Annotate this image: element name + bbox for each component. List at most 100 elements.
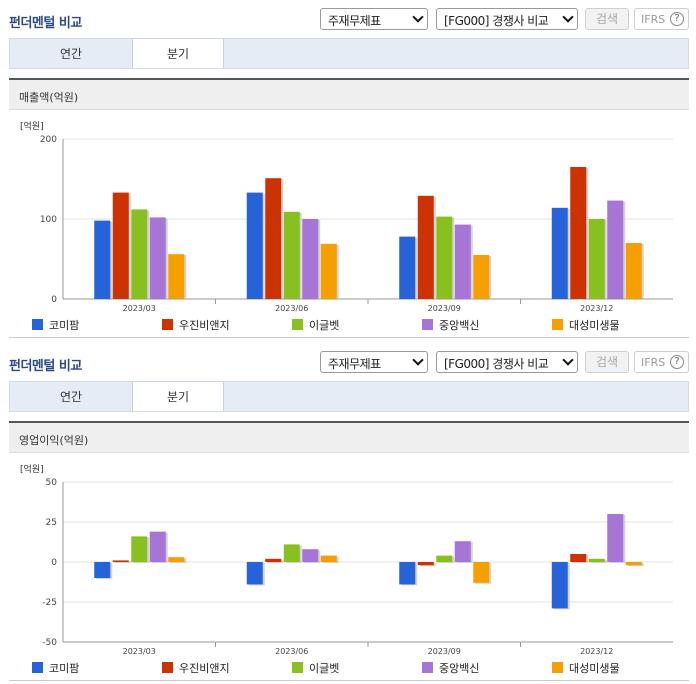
y-tick-label: 25 bbox=[46, 518, 57, 528]
bar bbox=[246, 192, 263, 299]
bar bbox=[417, 195, 434, 299]
bar bbox=[283, 211, 300, 299]
chevron-down-icon bbox=[562, 11, 574, 23]
panel-title: 펀더멘털 비교 bbox=[9, 359, 82, 374]
compare-select-value: [FG000] 경쟁사 비교 bbox=[444, 14, 549, 28]
unit-label: [억원] bbox=[20, 463, 44, 475]
x-tick-label: 2023/06 bbox=[275, 647, 308, 656]
bar bbox=[399, 562, 416, 585]
statement-select-value: 주재무제표 bbox=[328, 14, 381, 28]
legend-label: 코미팜 bbox=[49, 319, 79, 332]
bar bbox=[399, 236, 416, 299]
compare-select-value: [FG000] 경쟁사 비교 bbox=[444, 357, 549, 371]
bar bbox=[149, 531, 166, 562]
legend-label: 우진비앤지 bbox=[179, 319, 230, 332]
panel-title: 펀더멘털 비교 bbox=[9, 16, 82, 31]
bar bbox=[112, 192, 129, 299]
bar bbox=[265, 558, 282, 562]
x-tick-label: 2023/09 bbox=[428, 304, 461, 313]
panel-header: 펀더멘털 비교 주재무제표 [FG000] 경쟁사 비교 검색 IFRS ? bbox=[0, 343, 696, 379]
chart-header: 매출액(억원) bbox=[9, 80, 689, 110]
bar bbox=[436, 555, 453, 562]
ifrs-label: IFRS bbox=[641, 13, 666, 26]
legend-swatch bbox=[292, 319, 303, 330]
x-tick-label: 2023/12 bbox=[580, 647, 613, 656]
x-tick-label: 2023/03 bbox=[123, 304, 156, 313]
x-tick-label: 2023/06 bbox=[275, 304, 308, 313]
bar bbox=[570, 554, 587, 562]
legend-label: 대성미생물 bbox=[569, 662, 620, 675]
legend-label: 우진비앤지 bbox=[179, 662, 230, 675]
operating-profit-chart: [억원] -50 -25 0 25 50 2023/03 2023/06 2023/09 2023… bbox=[20, 463, 673, 675]
bar bbox=[588, 558, 605, 562]
legend-swatch bbox=[422, 662, 433, 673]
ifrs-label: IFRS bbox=[641, 356, 666, 369]
statement-select[interactable]: 주재무제표 bbox=[320, 351, 428, 373]
legend-label: 코미팜 bbox=[49, 662, 79, 675]
y-tick-label: 50 bbox=[46, 478, 58, 488]
ifrs-button[interactable]: IFRS ? bbox=[634, 351, 689, 373]
bar bbox=[149, 217, 166, 299]
legend-swatch bbox=[552, 319, 563, 330]
bar bbox=[417, 562, 434, 566]
tab-quarterly[interactable]: 분기 bbox=[132, 381, 224, 411]
bar bbox=[570, 167, 587, 299]
chevron-down-icon bbox=[562, 354, 574, 366]
legend-label: 이글벳 bbox=[309, 319, 339, 332]
compare-select[interactable]: [FG000] 경쟁사 비교 bbox=[436, 8, 578, 30]
legend-swatch bbox=[32, 319, 43, 330]
tab-annual[interactable]: 연간 bbox=[59, 47, 83, 61]
help-icon: ? bbox=[670, 355, 684, 369]
bar bbox=[436, 216, 453, 299]
tab-quarterly[interactable]: 분기 bbox=[132, 38, 224, 68]
statement-select[interactable]: 주재무제표 bbox=[320, 8, 428, 30]
period-tabs: 연간 분기 bbox=[9, 381, 689, 412]
y-tick-label: -25 bbox=[42, 598, 57, 608]
tab-annual[interactable]: 연간 bbox=[59, 390, 83, 404]
y-tick-label: 0 bbox=[51, 295, 57, 305]
bar bbox=[607, 200, 624, 299]
bar bbox=[454, 224, 471, 299]
chart-container: 매출액(억원) [억원] 0 100 200 2023/03 2023/06 2023/09… bbox=[9, 78, 689, 338]
legend-label: 중앙백신 bbox=[439, 319, 479, 332]
bar bbox=[473, 255, 490, 299]
metric-label: 매출액(억원) bbox=[19, 91, 79, 104]
legend-swatch bbox=[422, 319, 433, 330]
bar bbox=[607, 514, 624, 562]
y-tick-label: -50 bbox=[42, 638, 57, 648]
legend-swatch bbox=[292, 662, 303, 673]
legend-label: 대성미생물 bbox=[569, 319, 620, 332]
bar bbox=[94, 562, 111, 578]
x-tick-label: 2023/03 bbox=[123, 647, 156, 656]
bar bbox=[283, 544, 300, 562]
bar bbox=[168, 254, 185, 299]
bar bbox=[320, 243, 337, 299]
panel-operating-profit: 펀더멘털 비교 주재무제표 [FG000] 경쟁사 비교 검색 IFRS ? 연… bbox=[0, 343, 696, 684]
search-button[interactable]: 검색 bbox=[585, 8, 629, 30]
bar bbox=[168, 557, 185, 562]
y-tick-label: 200 bbox=[40, 135, 57, 145]
legend-swatch bbox=[162, 662, 173, 673]
bar bbox=[94, 220, 111, 299]
y-tick-label: 0 bbox=[51, 558, 57, 568]
bar bbox=[265, 178, 282, 299]
search-button[interactable]: 검색 bbox=[585, 351, 629, 373]
x-tick-label: 2023/09 bbox=[428, 647, 461, 656]
chevron-down-icon bbox=[412, 354, 424, 366]
bar bbox=[112, 560, 129, 562]
compare-select[interactable]: [FG000] 경쟁사 비교 bbox=[436, 351, 578, 373]
bar bbox=[588, 219, 605, 299]
bar bbox=[551, 207, 568, 299]
bar bbox=[302, 219, 319, 299]
bar bbox=[246, 562, 263, 585]
legend-swatch bbox=[32, 662, 43, 673]
statement-select-value: 주재무제표 bbox=[328, 357, 381, 371]
ifrs-button[interactable]: IFRS ? bbox=[634, 8, 689, 30]
panel-header: 펀더멘털 비교 주재무제표 [FG000] 경쟁사 비교 검색 IFRS ? bbox=[0, 0, 696, 36]
bar bbox=[131, 536, 148, 562]
panel-revenue: 펀더멘털 비교 주재무제표 [FG000] 경쟁사 비교 검색 IFRS ? 연… bbox=[0, 0, 696, 338]
bar bbox=[302, 549, 319, 562]
chart-header: 영업이익(억원) bbox=[9, 423, 689, 453]
y-tick-label: 100 bbox=[40, 215, 57, 225]
unit-label: [억원] bbox=[20, 120, 44, 132]
